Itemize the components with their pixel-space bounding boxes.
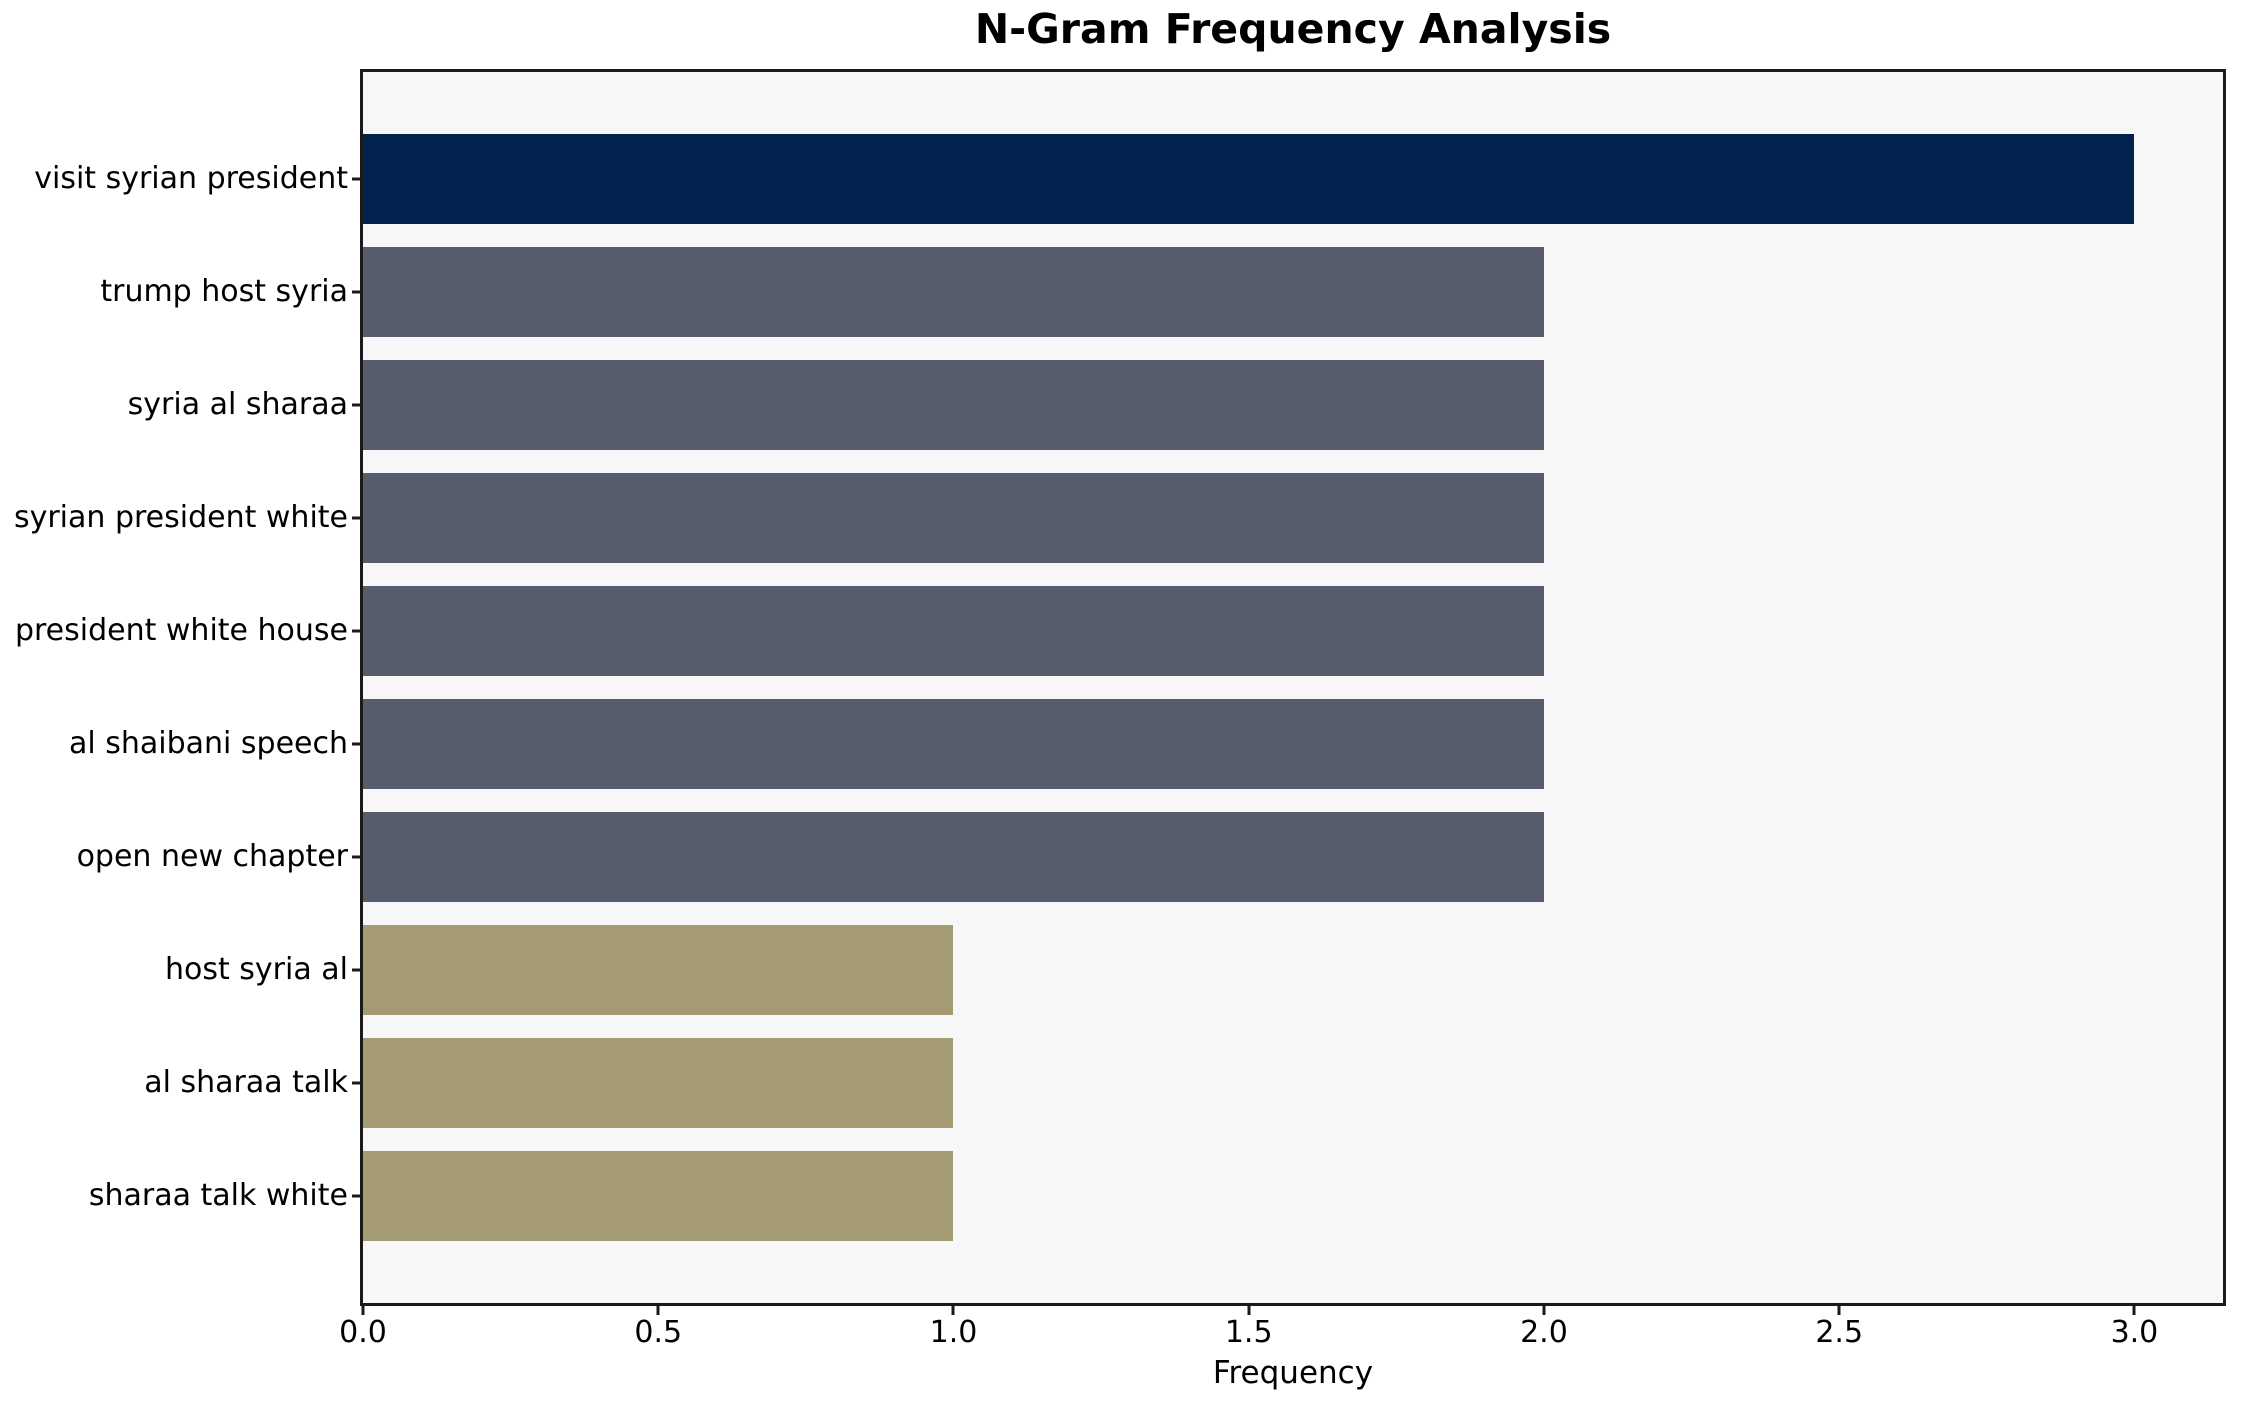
chart-title: N-Gram Frequency Analysis: [974, 5, 1612, 53]
y-tick-mark: [352, 742, 361, 746]
x-tick-mark: [2132, 1306, 2136, 1315]
bar: [363, 247, 1544, 338]
x-tick-mark: [951, 1306, 955, 1315]
x-axis-label: Frequency: [1212, 1355, 1374, 1391]
bar: [363, 924, 954, 1015]
bar: [363, 472, 1544, 564]
x-tick-label: 3.0: [2110, 1315, 2159, 1350]
x-tick-label: 1.0: [929, 1315, 978, 1350]
x-tick-label: 2.0: [1520, 1315, 1568, 1350]
bar: [363, 585, 1544, 677]
bar: [363, 698, 1544, 790]
y-tick-mark: [352, 629, 361, 633]
y-tick-label: trump host syria: [100, 274, 348, 310]
x-tick-mark: [656, 1306, 660, 1315]
bar: [363, 811, 1544, 903]
y-tick-label: syrian president white: [13, 500, 348, 536]
x-tick-mark: [361, 1306, 365, 1315]
y-tick-mark: [352, 177, 361, 181]
bar: [363, 359, 1544, 451]
y-tick-mark: [352, 516, 361, 520]
y-tick-label: visit syrian president: [34, 161, 348, 197]
x-tick-label: 2.5: [1815, 1315, 1864, 1350]
x-tick-label: 0.5: [634, 1315, 683, 1350]
x-tick-label: 0.0: [339, 1315, 387, 1350]
y-tick-mark: [352, 968, 361, 972]
y-tick-mark: [352, 855, 361, 859]
y-tick-label: syria al sharaa: [127, 387, 348, 423]
x-tick-mark: [1837, 1306, 1841, 1315]
y-tick-label: open new chapter: [76, 838, 348, 874]
plot-area: [360, 69, 2226, 1306]
y-tick-label: al shaibani speech: [68, 725, 348, 761]
y-tick-mark: [352, 403, 361, 407]
bar: [363, 1150, 954, 1241]
y-tick-label: sharaa talk white: [88, 1177, 348, 1213]
y-tick-mark: [352, 1194, 361, 1198]
x-tick-label: 1.5: [1224, 1315, 1273, 1350]
bar: [363, 134, 2135, 225]
x-tick-mark: [1247, 1306, 1251, 1315]
y-tick-label: host syria al: [165, 951, 348, 987]
x-tick-mark: [1542, 1306, 1546, 1315]
y-tick-label: president white house: [14, 613, 348, 649]
bar: [363, 1037, 954, 1128]
y-tick-mark: [352, 1081, 361, 1085]
y-tick-label: al sharaa talk: [144, 1064, 348, 1100]
y-tick-mark: [352, 290, 361, 294]
